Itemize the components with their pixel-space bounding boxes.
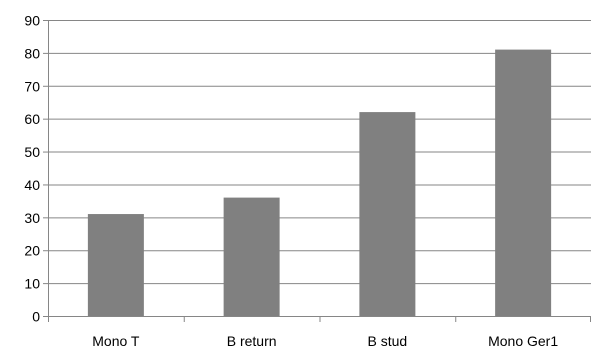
axes <box>43 20 591 322</box>
x-axis-tick-labels: Mono T B return B stud Mono Ger1 <box>92 333 558 349</box>
bar-b-return <box>223 197 280 316</box>
y-tick-label: 40 <box>24 177 40 193</box>
y-tick-label: 0 <box>32 309 40 325</box>
y-tick-label: 10 <box>24 276 40 292</box>
x-tick-label: Mono T <box>92 333 140 349</box>
y-tick-label: 30 <box>24 210 40 226</box>
x-tick-label: B return <box>227 333 277 349</box>
y-tick-label: 90 <box>24 13 40 29</box>
y-tick-label: 80 <box>24 45 40 61</box>
y-tick-label: 50 <box>24 144 40 160</box>
y-tick-label: 70 <box>24 78 40 94</box>
bar-mono-ger1 <box>495 49 552 316</box>
x-tick-label: Mono Ger1 <box>488 333 558 349</box>
x-tick-label: B stud <box>368 333 408 349</box>
bars <box>87 49 552 316</box>
bar-mono-t <box>87 214 144 316</box>
y-tick-label: 20 <box>24 243 40 259</box>
y-tick-label: 60 <box>24 111 40 127</box>
y-axis-tick-labels: 0 10 20 30 40 50 60 70 80 90 <box>24 13 40 325</box>
bar-b-stud <box>359 112 416 316</box>
